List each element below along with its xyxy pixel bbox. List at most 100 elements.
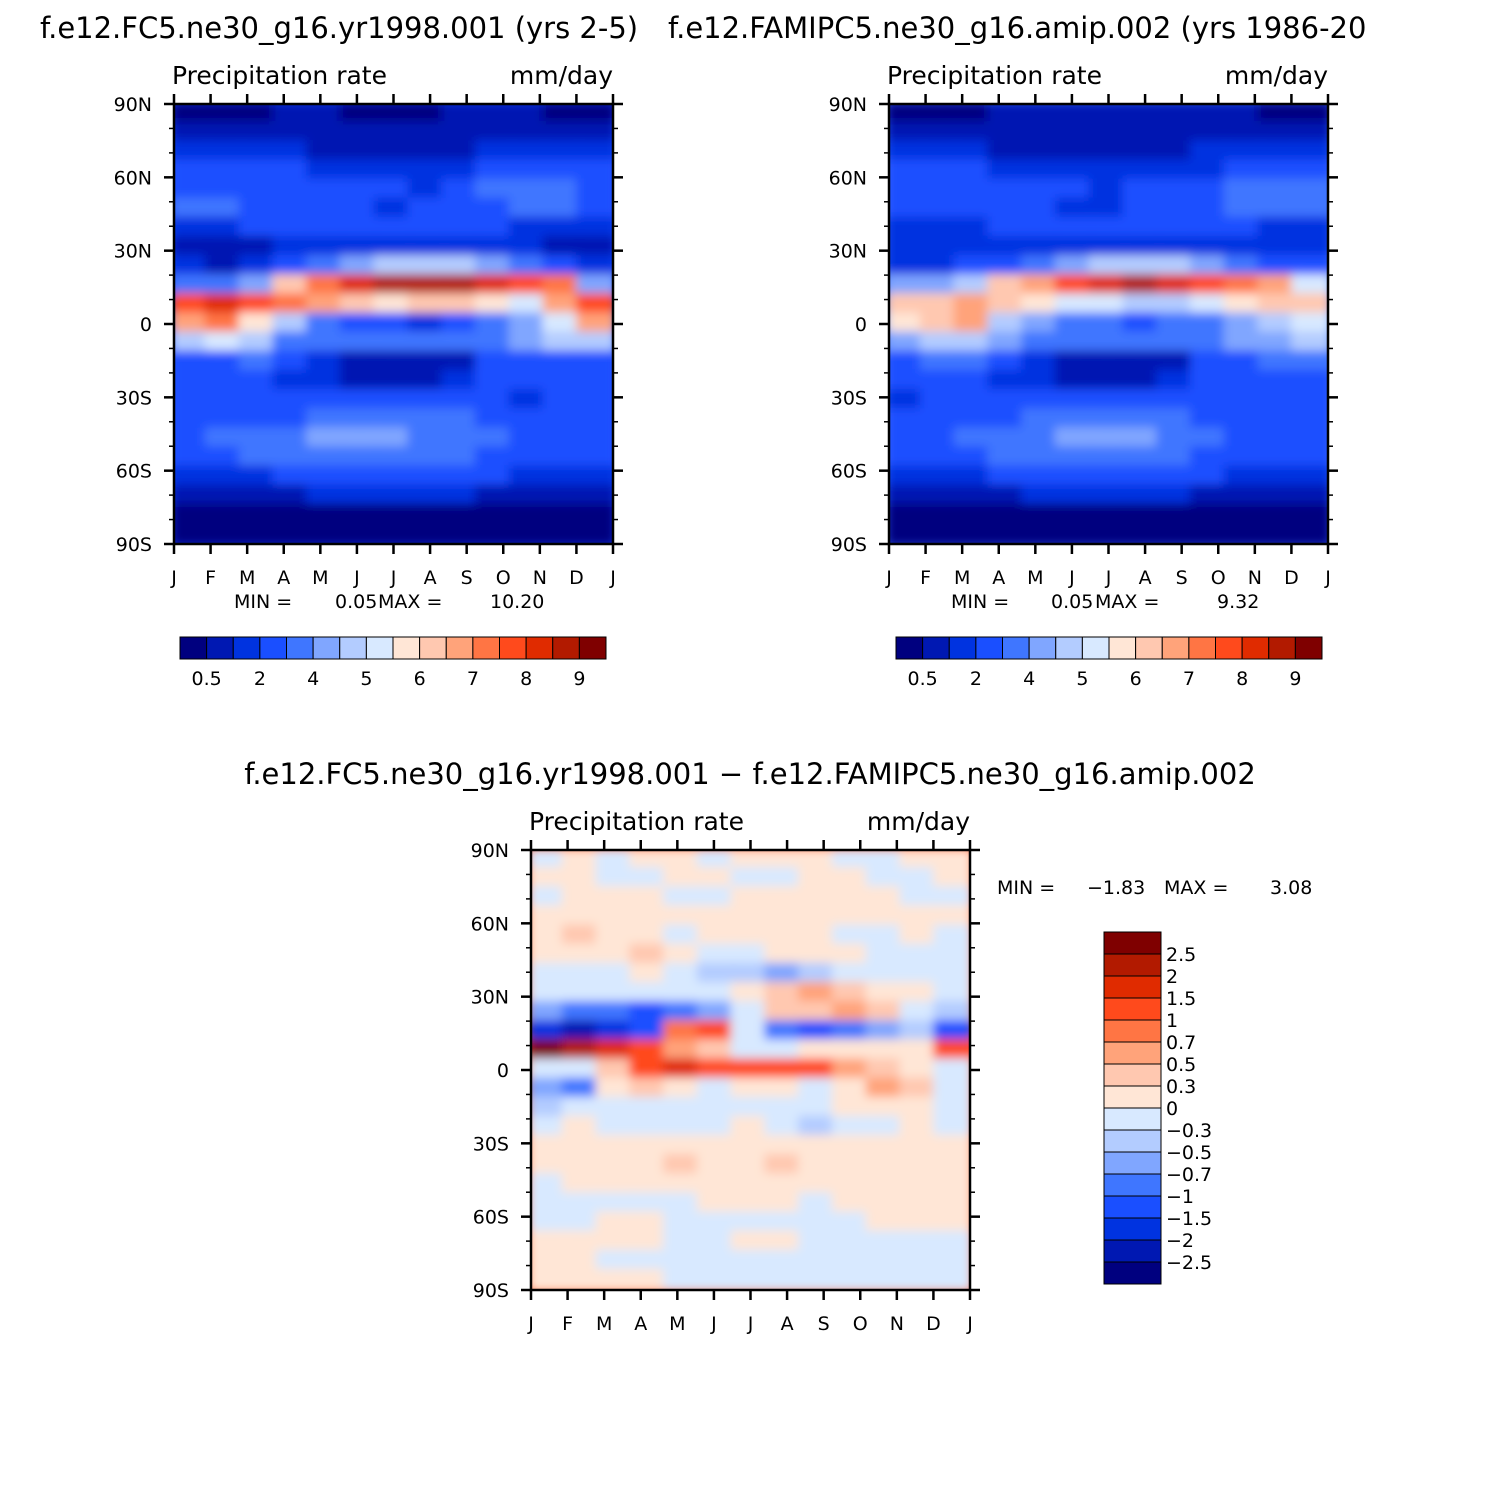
field-cell — [576, 178, 613, 202]
field-cell — [889, 312, 926, 336]
field-cell — [919, 369, 960, 393]
field-cell — [987, 121, 1028, 145]
field-cell — [595, 1230, 636, 1254]
field-cell — [407, 255, 448, 279]
field-cell — [238, 350, 279, 374]
field-cell — [865, 1096, 906, 1120]
field-cell — [764, 1001, 805, 1025]
field-cell — [889, 522, 926, 544]
field-cell — [474, 446, 515, 470]
field-cell — [953, 235, 994, 260]
field-cell — [576, 465, 613, 489]
colorbar-swatch — [1103, 1151, 1162, 1175]
field-cell — [831, 962, 872, 986]
field-cell — [1122, 293, 1163, 317]
field-cell — [508, 331, 549, 355]
field-cell — [696, 850, 737, 872]
field-cell — [561, 905, 602, 929]
field-cell — [798, 1230, 838, 1254]
field-cell — [831, 1115, 872, 1139]
field-cell — [696, 1230, 737, 1254]
field-cell — [204, 197, 245, 221]
panel-difference: f.e12.FC5.ne30_g16.yr1998.001 − f.e12.FA… — [244, 757, 1312, 1335]
field-cell — [542, 293, 583, 317]
field-cell — [798, 850, 838, 872]
field-cell — [1122, 503, 1163, 527]
field-cell — [730, 867, 771, 891]
field-cell — [508, 178, 549, 202]
field-cell — [508, 408, 549, 432]
field-cell — [696, 1001, 737, 1025]
y-tick-label: 90N — [114, 94, 152, 116]
colorbar-label: 2 — [970, 668, 982, 690]
field-cell — [306, 274, 346, 298]
field-cell — [542, 178, 583, 202]
field-cell — [595, 1115, 636, 1139]
field-cell — [595, 1020, 636, 1044]
max-value: 10.20 — [490, 591, 544, 613]
field-cell — [798, 886, 838, 910]
field-cell — [899, 867, 940, 891]
field-cell — [508, 293, 549, 317]
field-cell — [987, 484, 1028, 508]
field-cell — [953, 331, 994, 355]
field-cell — [1223, 159, 1264, 183]
field-cell — [595, 1134, 636, 1159]
field-cell — [204, 484, 245, 508]
units-label: mm/day — [1225, 61, 1328, 90]
field-cell — [696, 943, 737, 967]
field-cell — [339, 235, 380, 260]
field-cell — [629, 1173, 670, 1197]
field-cell — [441, 465, 481, 489]
field-cell — [441, 408, 481, 432]
field-cell — [174, 446, 211, 470]
field-cell — [407, 427, 448, 451]
field-cell — [1054, 274, 1095, 298]
field-cell — [238, 465, 279, 489]
field-cell — [953, 446, 994, 470]
field-cell — [1291, 427, 1328, 451]
field-cell — [441, 388, 481, 413]
field-cell — [1223, 216, 1264, 240]
colorbar-swatch — [339, 636, 367, 660]
field-cell — [531, 1192, 568, 1216]
field-cell — [1122, 446, 1163, 470]
colorbar-label: 7 — [1183, 668, 1195, 690]
min-value: 0.05 — [335, 591, 377, 613]
field-cell — [1189, 350, 1230, 374]
field-cell — [576, 427, 613, 451]
field-cell — [1156, 197, 1196, 221]
colorbar-label: 2 — [1166, 966, 1178, 988]
field-cell — [306, 235, 346, 260]
field-cell — [1122, 408, 1163, 432]
field-cell — [696, 867, 737, 891]
field-cell — [561, 1115, 602, 1139]
field-cell — [987, 255, 1028, 279]
y-tick-label: 90S — [473, 1280, 509, 1302]
x-tick-label: N — [1248, 567, 1262, 589]
field-cell — [1088, 350, 1129, 374]
field-cell — [933, 1173, 970, 1197]
field-cell — [1088, 159, 1129, 183]
field-cell — [407, 312, 448, 336]
field-cell — [1223, 104, 1264, 126]
field-cell — [306, 350, 346, 374]
field-cell — [306, 465, 346, 489]
x-tick-label: S — [1176, 567, 1188, 589]
field-cell — [1122, 274, 1163, 298]
field-cell — [764, 924, 805, 948]
field-cell — [561, 1020, 602, 1044]
x-tick-label: O — [853, 1313, 868, 1335]
field-cell — [1223, 255, 1264, 279]
field-cell — [238, 140, 279, 164]
axis-ticks — [879, 94, 1338, 554]
field-cell — [474, 197, 515, 221]
field-cell — [831, 1077, 872, 1101]
field-cell — [1156, 331, 1196, 355]
y-tick-label: 30N — [114, 241, 152, 263]
colorbar-label: −2.5 — [1166, 1252, 1212, 1274]
field-cell — [1054, 350, 1095, 374]
field-cell — [542, 388, 583, 413]
field-cell — [696, 1192, 737, 1216]
colorbar-label: −0.3 — [1166, 1120, 1212, 1142]
